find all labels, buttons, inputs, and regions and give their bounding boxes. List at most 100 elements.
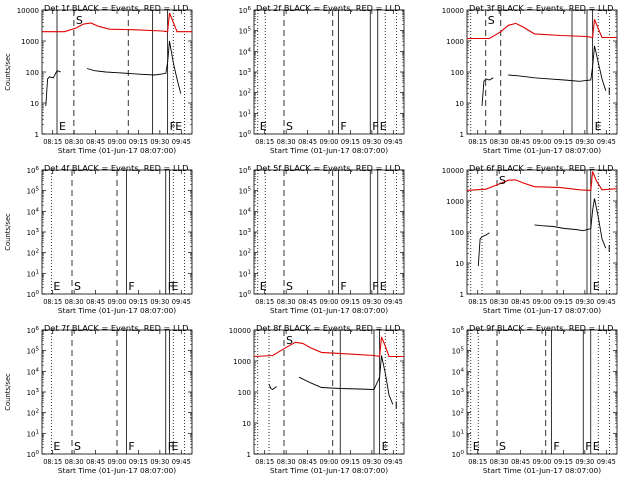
x-tick-label: 09:00 xyxy=(532,458,551,466)
x-tick-label: 09:15 xyxy=(554,458,573,466)
plot-area xyxy=(257,10,397,134)
y-tick-label: 100 xyxy=(238,389,251,397)
event-marker-label: F xyxy=(372,120,378,133)
x-axis-label: Start Time (01-Jun-17 08:07:00) xyxy=(270,306,388,315)
event-marker-label: F xyxy=(340,120,346,133)
plot-area xyxy=(254,330,404,454)
x-tick-label: 08:15 xyxy=(43,298,62,306)
events-line xyxy=(477,232,490,267)
y-axis-label: Counts/sec xyxy=(4,53,12,91)
chart-title: Det 1f BLACK = Events, RED = LLD xyxy=(44,3,188,13)
x-tick-label: 09:00 xyxy=(532,138,551,146)
y-tick-label: 10000 xyxy=(229,327,251,335)
chart-title: Det 9f BLACK = Events, RED = LLD xyxy=(469,323,613,333)
event-marker-label: S xyxy=(76,14,83,27)
plot-area xyxy=(50,330,185,454)
series-end-label: I xyxy=(608,244,611,255)
event-marker-label: S xyxy=(499,440,506,453)
event-marker-label: E xyxy=(595,120,602,133)
x-tick-label: 09:45 xyxy=(597,138,616,146)
plot-frame xyxy=(466,169,618,295)
x-tick-label: 08:15 xyxy=(255,298,274,306)
x-tick-label: 09:45 xyxy=(597,458,616,466)
events-line xyxy=(45,70,61,107)
event-marker-label: S xyxy=(488,14,495,27)
event-marker-label: F xyxy=(553,440,559,453)
y-axis-label: Counts/sec xyxy=(4,373,12,411)
x-tick-label: 08:30 xyxy=(65,458,84,466)
y-tick-label: 1000 xyxy=(446,198,464,206)
x-axis-label: Start Time (01-Jun-17 08:07:00) xyxy=(483,146,601,155)
y-tick-label: 100 xyxy=(239,130,252,139)
x-tick-label: 08:45 xyxy=(86,298,105,306)
x-tick-label: 08:45 xyxy=(298,138,317,146)
plot-area xyxy=(42,10,192,134)
y-tick-label: 101 xyxy=(239,109,251,118)
y-tick-label: 1000 xyxy=(446,38,464,46)
event-marker-label: E xyxy=(260,280,267,293)
chart-panel-6: Det 6f BLACK = Events, RED = LLD 1 10 100 10… xyxy=(442,163,618,315)
x-tick-label: 08:45 xyxy=(511,138,530,146)
y-tick-label: 106 xyxy=(239,166,252,175)
event-marker-label: E xyxy=(172,280,179,293)
y-tick-label: 100 xyxy=(452,450,465,459)
event-marker-label: S xyxy=(286,280,293,293)
x-tick-label: 09:45 xyxy=(384,458,403,466)
chart-title: Det 3f BLACK = Events, RED = LLD xyxy=(469,3,613,13)
y-tick-label: 104 xyxy=(239,47,252,56)
event-marker-label: S xyxy=(286,334,293,347)
chart-panel-5: Det 5f BLACK = Events, RED = LLD 100 101 10… xyxy=(239,163,405,315)
x-tick-label: 09:15 xyxy=(554,138,573,146)
y-tick-label: 104 xyxy=(239,207,252,216)
x-tick-label: 08:30 xyxy=(65,298,84,306)
x-tick-label: 08:30 xyxy=(277,138,296,146)
plot-area xyxy=(467,10,617,134)
x-tick-label: 08:45 xyxy=(86,138,105,146)
y-tick-label: 101 xyxy=(27,269,39,278)
y-tick-label: 101 xyxy=(239,269,251,278)
x-tick-label: 09:00 xyxy=(319,298,338,306)
x-tick-label: 09:30 xyxy=(150,458,169,466)
chart-panel-7: Det 7f BLACK = Events, RED = LLD 100 101 10… xyxy=(4,323,193,475)
x-tick-label: 09:30 xyxy=(362,458,381,466)
event-marker-label: E xyxy=(260,120,267,133)
x-tick-label: 09:00 xyxy=(107,298,126,306)
y-tick-label: 1000 xyxy=(233,358,251,366)
x-tick-label: 09:30 xyxy=(362,138,381,146)
event-marker-label: E xyxy=(382,440,389,453)
x-tick-label: 08:30 xyxy=(65,138,84,146)
event-marker-label: E xyxy=(473,440,480,453)
x-axis-label: Start Time (01-Jun-17 08:07:00) xyxy=(483,466,601,475)
x-tick-label: 09:30 xyxy=(575,138,594,146)
x-tick-label: 09:00 xyxy=(319,458,338,466)
x-tick-label: 08:45 xyxy=(86,458,105,466)
x-axis-label: Start Time (01-Jun-17 08:07:00) xyxy=(270,146,388,155)
y-tick-label: 101 xyxy=(452,429,464,438)
y-tick-label: 10000 xyxy=(17,7,39,15)
x-tick-label: 09:00 xyxy=(319,138,338,146)
y-tick-label: 105 xyxy=(27,187,40,196)
y-tick-label: 100 xyxy=(239,290,252,299)
events-line xyxy=(298,355,394,405)
events-line xyxy=(508,45,607,91)
y-tick-label: 100 xyxy=(26,69,39,77)
event-marker-label: F xyxy=(168,440,174,453)
series-end-label: I xyxy=(608,87,611,98)
lld-line xyxy=(467,19,617,40)
chart-title: Det 2f BLACK = Events, RED = LLD xyxy=(256,3,400,13)
y-tick-label: 10000 xyxy=(442,7,464,15)
event-marker-label: E xyxy=(593,440,600,453)
event-marker-label: S xyxy=(286,120,293,133)
event-marker-label: E xyxy=(53,280,60,293)
y-tick-label: 102 xyxy=(239,249,251,258)
y-tick-label: 102 xyxy=(27,409,39,418)
y-tick-label: 100 xyxy=(451,229,464,237)
y-tick-label: 102 xyxy=(452,409,464,418)
y-tick-label: 103 xyxy=(27,228,40,237)
y-tick-label: 1 xyxy=(460,291,464,299)
event-marker-label: F xyxy=(168,280,174,293)
x-tick-label: 09:15 xyxy=(341,298,360,306)
x-tick-label: 09:45 xyxy=(384,138,403,146)
plot-area xyxy=(50,170,185,294)
